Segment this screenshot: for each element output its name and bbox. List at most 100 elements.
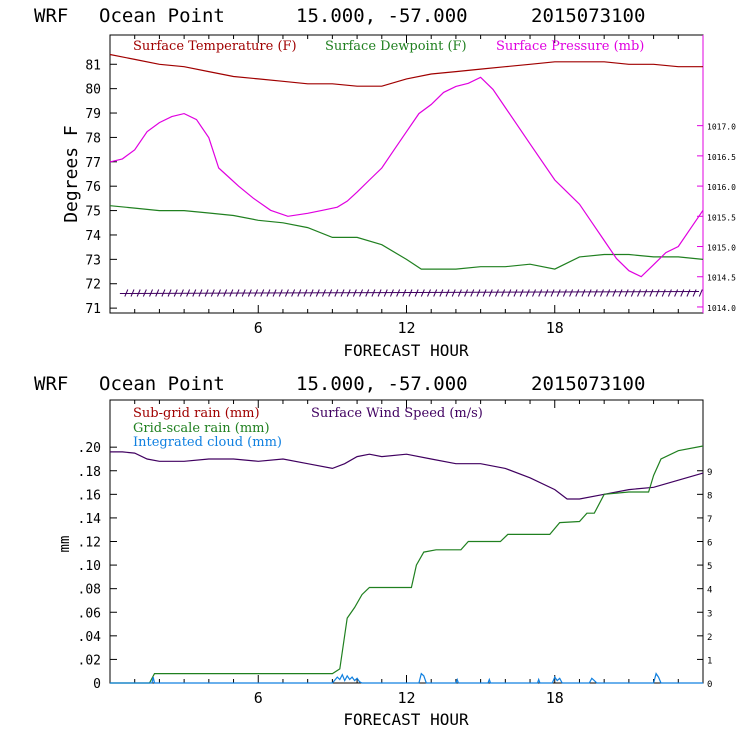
y2-tick-label: 8 bbox=[707, 491, 712, 501]
panel-precipitation: WRF Ocean Point 15.000, -57.000 20150731… bbox=[34, 373, 712, 729]
y-tick-label: 0 bbox=[93, 677, 101, 692]
wind-barb bbox=[408, 289, 413, 297]
y2-tick-label: 3 bbox=[707, 609, 712, 619]
wind-barb bbox=[272, 289, 277, 297]
wind-barb bbox=[427, 289, 431, 297]
panel1-plot-frame bbox=[109, 34, 704, 314]
wind-barb bbox=[637, 289, 641, 297]
panel1-series-group bbox=[109, 53, 704, 278]
x-tick-label: 6 bbox=[254, 689, 263, 707]
wind-barb bbox=[593, 289, 598, 297]
wind-barb bbox=[136, 289, 141, 297]
wind-barb bbox=[352, 289, 357, 297]
y2-tick-label: 1 bbox=[707, 656, 712, 666]
wind-barb bbox=[494, 289, 499, 297]
wind-barb bbox=[155, 289, 160, 297]
wind-barb bbox=[655, 289, 660, 297]
wind-barb bbox=[359, 289, 364, 297]
panel1-x-axis: 6 12 18 bbox=[134, 35, 679, 337]
wind-barb bbox=[581, 289, 586, 297]
wind-barb bbox=[315, 289, 320, 297]
panel2-series-group bbox=[110, 445, 704, 684]
wind-barb bbox=[414, 289, 419, 297]
y-tick-label: 72 bbox=[85, 278, 101, 293]
y2-tick-label: 9 bbox=[707, 468, 712, 478]
panel2-legend-wind-speed: Surface Wind Speed (m/s) bbox=[311, 406, 483, 421]
y-tick-label: .20 bbox=[78, 441, 101, 456]
panel2-legend-cloud: Integrated cloud (mm) bbox=[133, 435, 282, 450]
wind-barb bbox=[124, 289, 129, 297]
x-tick-label: 12 bbox=[397, 319, 415, 337]
wind-barb bbox=[612, 289, 617, 297]
panel2-title-model: WRF bbox=[34, 373, 68, 395]
wind-barb bbox=[532, 289, 536, 297]
wind-barb bbox=[346, 289, 351, 297]
panel1-title-date: 2015073100 bbox=[531, 5, 645, 27]
wind-barb bbox=[420, 289, 425, 297]
wind-barb bbox=[365, 289, 370, 297]
wind-barb bbox=[284, 289, 289, 297]
wind-barb bbox=[451, 289, 456, 297]
series-line-surface-pressure-mb bbox=[109, 76, 704, 278]
panel2-x-axis: 6 12 18 bbox=[134, 400, 679, 707]
wind-barb bbox=[161, 289, 166, 297]
wind-barb bbox=[476, 289, 481, 297]
wind-barb bbox=[562, 289, 567, 297]
panel2-title-location: Ocean Point bbox=[99, 373, 225, 395]
wind-barb bbox=[130, 289, 135, 297]
y2-tick-label: 1016.5 bbox=[707, 153, 736, 162]
y-tick-label: 71 bbox=[85, 302, 101, 317]
wind-barb bbox=[544, 289, 549, 297]
panel1-y-axis-label: Degrees F bbox=[61, 125, 82, 223]
wind-barb bbox=[513, 289, 518, 297]
y-tick-label: .18 bbox=[78, 465, 101, 480]
y2-tick-label: 2 bbox=[707, 633, 712, 643]
y2-tick-label: 1017.0 bbox=[707, 123, 736, 132]
wind-barb bbox=[297, 289, 302, 297]
y2-tick-label: 1015.5 bbox=[707, 213, 736, 222]
y2-tick-label: 4 bbox=[707, 586, 712, 596]
y-tick-label: .06 bbox=[78, 606, 101, 621]
wind-barb bbox=[439, 289, 444, 297]
panel1-wind-barbs bbox=[119, 289, 703, 297]
wind-barb bbox=[235, 289, 240, 297]
wind-barb bbox=[303, 289, 308, 297]
panel1-title-location: Ocean Point bbox=[99, 5, 225, 27]
x-tick-label: 18 bbox=[546, 319, 564, 337]
wind-barb bbox=[445, 289, 450, 297]
wind-barb bbox=[266, 289, 271, 297]
panel2-y-axis-left: 0 .02 .04 .06 .08 .10 .12 .14 .16 .18 .20 bbox=[78, 441, 117, 692]
y-tick-label: .10 bbox=[78, 559, 101, 574]
wind-barb bbox=[624, 289, 629, 297]
wind-barb bbox=[643, 289, 648, 297]
y-tick-label: 74 bbox=[85, 229, 101, 244]
wind-barb bbox=[661, 289, 666, 297]
wind-barb bbox=[173, 289, 178, 297]
y2-tick-label: 1014.5 bbox=[707, 274, 736, 283]
y-tick-label: 75 bbox=[85, 205, 101, 220]
wind-barb bbox=[149, 289, 153, 297]
wind-barb bbox=[322, 289, 326, 297]
wind-barb bbox=[383, 289, 388, 297]
y-tick-label: 79 bbox=[85, 107, 101, 122]
wind-barb bbox=[389, 289, 394, 297]
wind-barb bbox=[667, 289, 672, 297]
y2-tick-label: 7 bbox=[707, 515, 712, 525]
y-tick-label: .02 bbox=[78, 653, 101, 668]
wind-barb bbox=[204, 289, 209, 297]
wind-barb bbox=[686, 289, 691, 297]
panel2-y-axis-label: mm bbox=[57, 536, 73, 553]
wind-barb bbox=[340, 289, 345, 297]
series-line-surface-dewpoint-f bbox=[109, 205, 704, 270]
wind-barb bbox=[698, 289, 703, 297]
panel2-legend-gridscale-rain: Grid-scale rain (mm) bbox=[133, 421, 270, 436]
panel-temperature: WRF Ocean Point 15.000, -57.000 20150731… bbox=[34, 5, 736, 360]
wind-barb bbox=[278, 289, 283, 297]
wind-barb bbox=[377, 289, 382, 297]
wind-barb bbox=[482, 289, 487, 297]
y-tick-label: .08 bbox=[78, 583, 101, 598]
panel2-legend-subgrid-rain: Sub-grid rain (mm) bbox=[133, 406, 260, 421]
series-line-integrated-cloud-mm bbox=[110, 672, 703, 684]
wind-barb bbox=[179, 289, 184, 297]
